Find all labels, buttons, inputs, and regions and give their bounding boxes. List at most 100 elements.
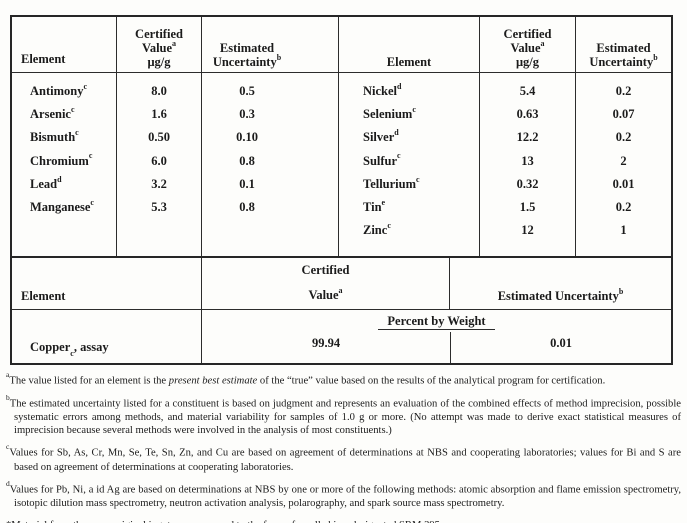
element-name: Nickeld xyxy=(363,81,402,98)
uncertainty-value: 0.01 xyxy=(612,176,635,191)
footnote-ref: d xyxy=(57,174,62,184)
element-name: Manganesec xyxy=(30,197,94,214)
footnote-ref: c xyxy=(75,128,79,138)
element-column-left: Antimonyc Arsenicc Bismuthc Chromiumc Le… xyxy=(12,73,117,256)
certified-value: 1.5 xyxy=(519,199,536,214)
certified-value: 6.0 xyxy=(151,153,167,168)
column-header-uncertainty-left: Estimated Uncertaintyb xyxy=(202,17,339,73)
asterisk-marker: * xyxy=(6,520,11,523)
element-name: Antimonyc xyxy=(30,81,88,98)
uncertainty-column-left: 0.5 0.3 0.10 0.8 0.1 0.8 xyxy=(202,73,339,256)
certified-value: 12.2 xyxy=(516,130,539,145)
element-name: Leadd xyxy=(30,174,62,191)
footnote-ref: d xyxy=(397,81,402,91)
certified-value-column-left: 8.0 1.6 0.50 6.0 3.2 5.3 xyxy=(117,73,202,256)
uncertainty-value: 0.10 xyxy=(236,130,258,145)
unit-label: μg/g xyxy=(515,55,540,69)
footnote-a: aThe value listed for an element is the … xyxy=(6,370,606,387)
certified-header-line1: Certified xyxy=(135,27,183,41)
certified-value: 5.4 xyxy=(519,84,536,98)
footnote-ref-a: a xyxy=(338,285,343,295)
uncertainty-value: 0.2 xyxy=(615,130,632,145)
certified-value-column-right: 5.4 0.63 12.2 13 0.32 1.5 12 xyxy=(480,73,576,256)
element-column-right: Nickeld Seleniumc Silverd Sulfurc Tellur… xyxy=(339,73,480,256)
uncertainty-header-line2: Uncertainty xyxy=(589,55,654,69)
uncertainty-value: 0.07 xyxy=(612,107,635,122)
assay-element-cell: Copper c, assay xyxy=(12,310,202,363)
certified-values-table: Element Certified Valuea μg/g Estimated … xyxy=(10,15,673,258)
uncertainty-value: 0.8 xyxy=(239,199,255,214)
column-header-element-right: Element xyxy=(339,17,480,73)
element-name: Sulfurc xyxy=(363,151,401,168)
footnotes: aThe value listed for an element is the … xyxy=(6,370,681,523)
certified-value: 13 xyxy=(521,153,534,168)
uncertainty-header-line2: Uncertainty xyxy=(212,55,277,69)
uncertainty-value: 0.2 xyxy=(615,84,632,98)
uncertainty-header-line1: Estimated xyxy=(596,41,651,55)
footnote-ref: e xyxy=(381,197,386,207)
certified-value: 3.2 xyxy=(151,176,167,191)
column-header-certified-value-right: Certified Valuea μg/g xyxy=(480,17,576,73)
element-name: Chromiumc xyxy=(30,151,93,168)
footnote-ref-a: a xyxy=(172,38,177,48)
footnote-b-marker: b xyxy=(6,392,10,402)
certified-header-line2: Value xyxy=(510,41,541,55)
footnote-ref-a: a xyxy=(540,38,545,48)
footnote-ref: d xyxy=(394,128,399,138)
column-header-certified-value-left: Certified Valuea μg/g xyxy=(117,17,202,73)
uncertainty-value: 0.1 xyxy=(239,176,255,191)
footnote-ref-b: b xyxy=(618,286,624,296)
footnote-ref: c xyxy=(397,151,401,161)
element-name: Tine xyxy=(363,197,386,214)
certified-value: 12 xyxy=(521,223,534,238)
element-name: Bismuthc xyxy=(30,128,79,145)
unit-label: μg/g xyxy=(147,55,171,69)
certified-value: 0.50 xyxy=(148,130,170,145)
uncertainty-value: 0.5 xyxy=(239,84,255,98)
percent-by-weight-label: Percent by Weight xyxy=(202,313,671,330)
uncertainty-value: 0.2 xyxy=(615,199,632,214)
element-name: Silverd xyxy=(363,128,399,145)
element-name: Seleniumc xyxy=(363,105,416,122)
uncertainty-value: 0.3 xyxy=(239,107,255,122)
element-name: Zincc xyxy=(363,220,391,238)
footnote-ref: c xyxy=(412,105,416,115)
footnote-c-marker: c xyxy=(6,442,10,452)
certified-value: 0.63 xyxy=(516,107,539,122)
assay-uncertainty-value: 0.01 xyxy=(450,332,671,363)
certified-header-line2: Value xyxy=(141,41,173,55)
footnote-ref-b: b xyxy=(653,52,658,62)
footnote-b: bThe estimated uncertainty listed for a … xyxy=(6,392,681,437)
footnote-asterisk: *Material from the same original ingot w… xyxy=(6,519,681,523)
uncertainty-header-line1: Estimated xyxy=(219,41,275,55)
footnote-c: cValues for Sb, As, Cr, Mn, Se, Te, Sn, … xyxy=(6,442,681,473)
assay-header-uncertainty: Estimated Uncertaintyb xyxy=(450,258,671,310)
uncertainty-value: 0.8 xyxy=(239,153,255,168)
certified-value: 5.3 xyxy=(151,199,167,214)
element-header-label: Element xyxy=(386,55,432,69)
certified-value: 1.6 xyxy=(151,107,167,122)
uncertainty-value: 2 xyxy=(620,153,627,168)
footnote-ref: c xyxy=(416,174,420,184)
footnote-ref-b: b xyxy=(276,52,282,62)
uncertainty-column-right: 0.2 0.07 0.2 2 0.01 0.2 1 xyxy=(576,73,671,256)
assay-header-element: Element xyxy=(12,258,202,310)
uncertainty-value: 1 xyxy=(620,223,627,238)
assay-header-certified-value: Certified Valuea xyxy=(202,258,450,310)
footnote-ref: c xyxy=(83,81,88,91)
element-name: Telluriumc xyxy=(363,174,420,191)
footnote-a-marker: a xyxy=(6,370,10,379)
element-header-label: Element xyxy=(21,52,66,66)
assay-values-area: Percent by Weight 99.94 0.01 xyxy=(202,310,671,363)
footnote-ref: c xyxy=(70,105,75,115)
footnote-d-marker: d xyxy=(6,478,10,488)
element-name: Arsenicc xyxy=(30,105,75,122)
certified-value: 0.32 xyxy=(516,176,539,191)
column-header-uncertainty-right: Estimated Uncertaintyb xyxy=(576,17,671,73)
assay-certified-value: 99.94 xyxy=(311,336,341,350)
footnote-ref: c xyxy=(90,197,94,207)
footnote-ref: c xyxy=(88,151,93,161)
certified-value: 8.0 xyxy=(151,84,167,98)
footnote-ref: c xyxy=(387,220,391,230)
